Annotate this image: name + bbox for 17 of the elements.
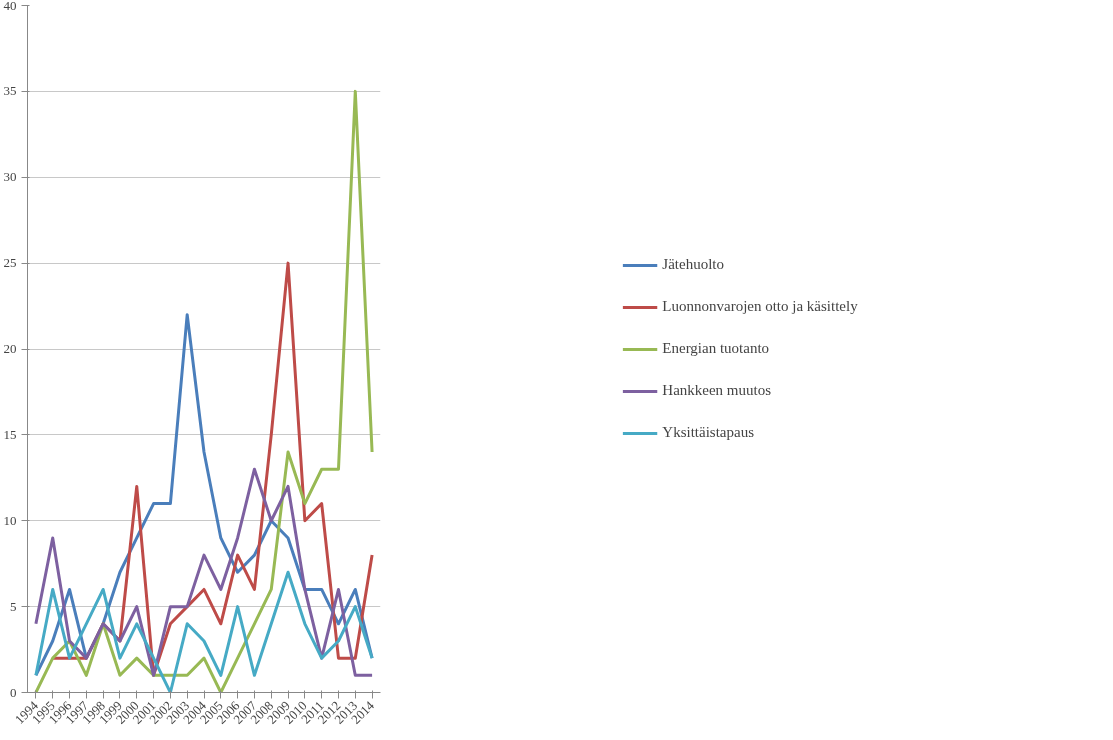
legend-label: Energian tuotanto [662,340,770,357]
y-tick-label: 25 [3,255,17,271]
line-series [34,89,374,693]
y-tick-label: 30 [3,169,17,185]
y-tick-label: 5 [10,598,17,614]
y-tick-label: 40 [3,0,17,13]
line-series [34,570,374,693]
y-tick-label: 20 [3,341,17,356]
y-tick-label: 0 [10,684,17,700]
legend-label: Jätehuolto [662,256,724,273]
legend-label: Yksittäistapaus [662,424,754,441]
line-series [34,467,374,677]
y-tick-label: 35 [3,83,17,99]
y-tick-label: 15 [3,426,17,442]
legend-label: Luonnonvarojen otto ja käsittely [662,298,858,315]
y-tick-label: 10 [3,512,17,528]
legend-label: Hankkeen muutos [662,382,772,399]
